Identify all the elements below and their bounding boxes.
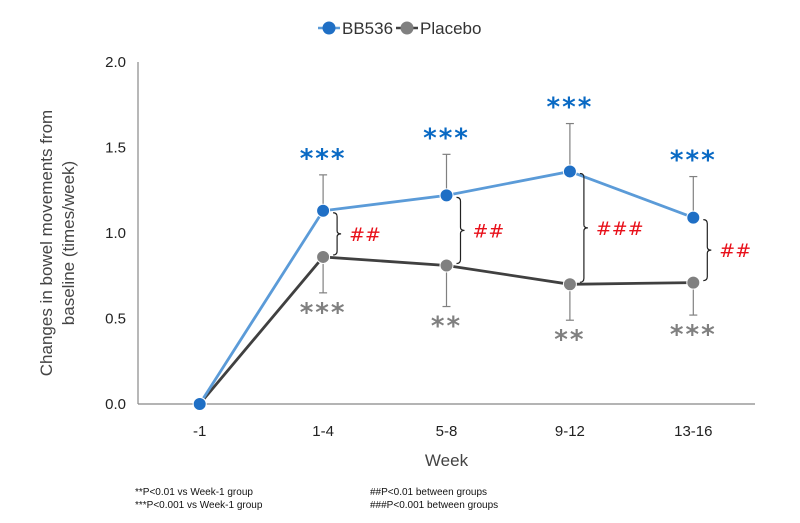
data-point-bb536 (562, 164, 577, 179)
line-chart: BB536 Placebo 0.0 0.5 1.0 1.5 2.0 -1 1-4 5-8 9-12… (37, 19, 755, 470)
significance-stars-bb536: *** (547, 93, 594, 123)
between-group-bracket (333, 212, 342, 256)
significance-stars-bb536: *** (423, 123, 470, 153)
data-point-placebo (686, 275, 701, 290)
y-axis-title: Changes in bowel movements from baseline … (37, 110, 78, 376)
between-group-mark: ## (719, 240, 751, 262)
legend-marker-placebo (400, 21, 414, 35)
between-group-mark: ### (596, 218, 644, 240)
significance-annotations: *************** ** ** ***## ## ##### (300, 93, 751, 356)
legend-marker-bb536 (322, 21, 336, 35)
data-points (192, 164, 701, 411)
footnote-left-2: ***P<0.001 vs Week-1 group (135, 500, 263, 511)
x-tick-label: -1 (193, 423, 206, 440)
between-group-mark: ## (473, 220, 505, 242)
between-group-mark: ## (349, 224, 381, 246)
y-tick-label: 1.5 (105, 140, 126, 157)
between-group-bracket (456, 196, 465, 265)
footnote-right-2: ###P<0.001 between groups (370, 500, 499, 511)
legend-label-placebo: Placebo (420, 19, 481, 38)
footnote-left-1: **P<0.01 vs Week-1 group (135, 487, 253, 498)
footnote-right: ##P<0.01 between groups ###P<0.001 betwe… (370, 486, 498, 512)
significance-stars-placebo: *** (670, 320, 717, 350)
x-tick-label: 9-12 (555, 423, 585, 440)
y-tick-label: 0.0 (105, 396, 126, 413)
footnote-right-1: ##P<0.01 between groups (370, 487, 488, 498)
legend-label-bb536: BB536 (342, 19, 393, 38)
significance-stars-bb536: *** (670, 146, 717, 176)
x-tick-label: 5-8 (436, 423, 458, 440)
data-point-bb536 (686, 210, 701, 225)
data-point-bb536 (439, 188, 454, 203)
axes: 0.0 0.5 1.0 1.5 2.0 -1 1-4 5-8 9-12 13-16 Week Chan… (37, 54, 755, 470)
x-axis-title: Week (425, 451, 469, 470)
significance-stars-placebo: *** (300, 298, 347, 328)
y-tick-label: 1.0 (105, 225, 126, 242)
x-tick-label: 13-16 (674, 423, 712, 440)
data-point-placebo (439, 258, 454, 273)
data-point-bb536 (316, 203, 331, 218)
y-tick-label: 2.0 (105, 54, 126, 71)
significance-stars-bb536: *** (300, 144, 347, 174)
between-group-bracket (579, 172, 588, 283)
legend: BB536 Placebo (318, 19, 481, 38)
y-tick-label: 0.5 (105, 311, 126, 328)
between-group-bracket (703, 219, 712, 282)
data-point-bb536 (192, 397, 207, 411)
footnote-left: **P<0.01 vs Week-1 group ***P<0.001 vs W… (135, 486, 262, 512)
data-point-placebo (562, 277, 577, 292)
x-tick-label: 1-4 (312, 423, 334, 440)
significance-stars-placebo: ** (554, 325, 585, 355)
significance-stars-placebo: ** (431, 312, 462, 342)
data-point-placebo (316, 249, 331, 264)
